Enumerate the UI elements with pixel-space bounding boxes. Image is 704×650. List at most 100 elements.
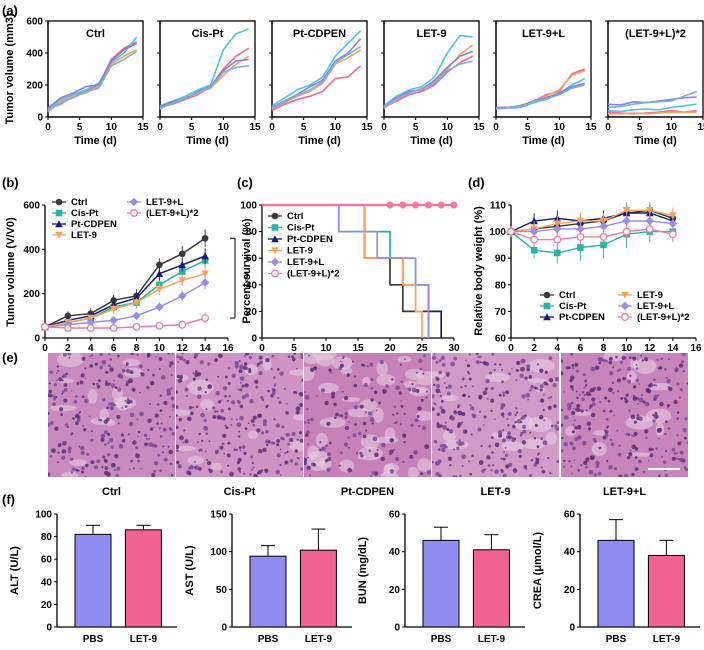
nucleus (80, 450, 85, 455)
x-tick-label: 4 (88, 343, 94, 354)
y-tick-label: 150 (210, 510, 227, 521)
nucleus (658, 427, 663, 432)
nucleus (316, 394, 318, 397)
y-tick-label: 20 (389, 585, 401, 596)
stroma-patch (331, 356, 353, 370)
nucleus (632, 435, 635, 437)
nucleus (113, 379, 116, 382)
nucleus (598, 446, 602, 450)
nucleus (84, 367, 87, 370)
stroma-patch (376, 360, 388, 377)
y-tick-label: 0 (251, 334, 257, 345)
nucleus (275, 423, 281, 428)
nucleus (420, 472, 424, 476)
nucleus (238, 369, 243, 374)
y-tick-label: 0 (221, 623, 227, 634)
nucleus (197, 353, 200, 355)
series-line (44, 237, 206, 328)
nucleus (501, 380, 504, 383)
nucleus (400, 400, 402, 402)
nucleus (582, 373, 586, 377)
nucleus (56, 372, 58, 374)
nucleus (309, 474, 312, 477)
nucleus (326, 452, 331, 457)
x-tick-label: 10 (330, 122, 342, 133)
stroma-patch (244, 364, 258, 376)
nucleus (124, 404, 128, 409)
nucleus (572, 423, 575, 426)
nucleus (506, 417, 509, 420)
nucleus (360, 453, 364, 458)
nucleus (100, 433, 106, 439)
nucleus (295, 367, 298, 370)
nucleus (490, 386, 494, 390)
y-tick-label: 90 (495, 254, 507, 265)
nucleus (140, 467, 143, 470)
mouse-curve (607, 96, 697, 106)
nucleus (106, 472, 111, 477)
nucleus (200, 412, 205, 418)
nucleus (444, 421, 447, 424)
nucleus (167, 445, 170, 448)
y-tick-label: 20 (246, 307, 258, 318)
legend-marker (130, 209, 138, 217)
nucleus (488, 371, 492, 375)
nucleus (400, 380, 403, 383)
nucleus (597, 471, 602, 476)
mouse-curve (495, 84, 585, 110)
nucleus (262, 419, 267, 424)
nucleus (499, 363, 502, 366)
legend-marker (543, 291, 551, 299)
data-point (507, 227, 515, 236)
nucleus (287, 355, 291, 358)
y-tick-label: 110 (490, 201, 507, 212)
nucleus (73, 399, 78, 404)
y-tick-label: 50 (216, 585, 228, 596)
nucleus (442, 443, 447, 449)
nucleus (57, 369, 60, 372)
nucleus (571, 401, 574, 405)
nucleus (235, 418, 238, 421)
nucleus (458, 439, 462, 443)
nucleus (627, 455, 631, 460)
nucleus (296, 456, 299, 459)
nucleus (594, 440, 597, 443)
nucleus (536, 445, 540, 449)
nucleus (256, 428, 261, 433)
nucleus (366, 365, 369, 368)
nucleus (331, 395, 335, 399)
nucleus (207, 362, 211, 366)
nucleus (140, 372, 145, 377)
nucleus (114, 456, 118, 459)
nucleus (128, 468, 131, 471)
nucleus (441, 363, 446, 367)
nucleus (648, 459, 650, 462)
nucleus (277, 397, 280, 400)
nucleus (307, 421, 310, 424)
nucleus (571, 364, 575, 367)
nucleus (589, 393, 592, 396)
nucleus (533, 386, 537, 390)
he-label: LET-9 (480, 486, 511, 498)
nucleus (638, 459, 642, 464)
data-point (155, 285, 164, 294)
y-axis-title: BUN (mg/dL) (357, 537, 369, 605)
nucleus (433, 439, 438, 444)
nucleus (411, 387, 417, 393)
nucleus (584, 465, 588, 469)
nucleus (244, 383, 249, 388)
nucleus (230, 417, 233, 421)
nucleus (385, 384, 389, 388)
x-tick-label: 15 (473, 122, 485, 133)
nucleus (264, 468, 269, 473)
nucleus (241, 384, 245, 388)
he-image-let9l (561, 353, 688, 477)
nucleus (653, 414, 659, 419)
nucleus (668, 427, 671, 430)
nucleus (178, 417, 183, 422)
nucleus (526, 367, 531, 372)
nucleus (395, 421, 398, 424)
nucleus (205, 408, 208, 411)
panel-title: Cis-Pt (192, 28, 224, 40)
y-axis-title: Tumor volume (mm3) (4, 13, 16, 124)
